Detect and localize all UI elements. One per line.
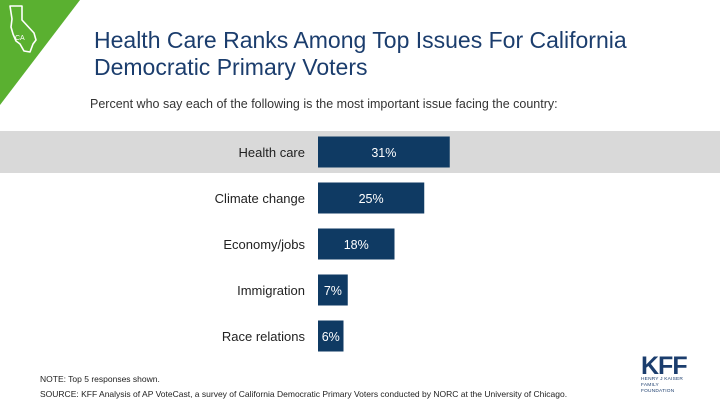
bar-value-label: 18% [344, 238, 369, 252]
chart-notes: NOTE: Top 5 responses shown. SOURCE: KFF… [40, 372, 640, 402]
category-label: Immigration [237, 283, 305, 298]
category-label: Economy/jobs [223, 237, 305, 252]
bar-value-label: 6% [322, 330, 340, 344]
california-corner-badge: CA [0, 0, 80, 105]
bar-value-label: 25% [359, 192, 384, 206]
category-label: Race relations [222, 329, 306, 344]
chart-subtitle: Percent who say each of the following is… [90, 97, 558, 111]
bar [318, 320, 344, 352]
kff-logo: KFF HENRY J KAISER FAMILY FOUNDATION [641, 352, 693, 397]
bar [318, 136, 450, 168]
bar-value-label: 7% [324, 284, 342, 298]
bar [318, 274, 348, 306]
bar-value-label: 31% [371, 146, 396, 160]
bar [318, 228, 395, 260]
california-state-icon [9, 5, 37, 53]
title-line-2: Democratic Primary Voters [94, 54, 368, 80]
note-text: NOTE: Top 5 responses shown. [40, 374, 160, 384]
green-corner-triangle [0, 0, 80, 105]
title-line-1: Health Care Ranks Among Top Issues For C… [94, 27, 627, 53]
category-label: Climate change [215, 191, 305, 206]
page-title: Health Care Ranks Among Top Issues For C… [94, 27, 694, 81]
state-abbreviation: CA [15, 35, 25, 42]
kff-logo-line2: FAMILY FOUNDATION [641, 383, 675, 394]
kff-logo-line1: HENRY J KAISER [641, 377, 684, 382]
source-text: SOURCE: KFF Analysis of AP VoteCast, a s… [40, 389, 568, 399]
kff-logo-mark: KFF [641, 352, 688, 380]
category-label: Health care [239, 145, 305, 160]
bar [318, 182, 425, 214]
issues-bar-chart: Health care 31% Climate change 25% Economy/j… [0, 131, 720, 352]
